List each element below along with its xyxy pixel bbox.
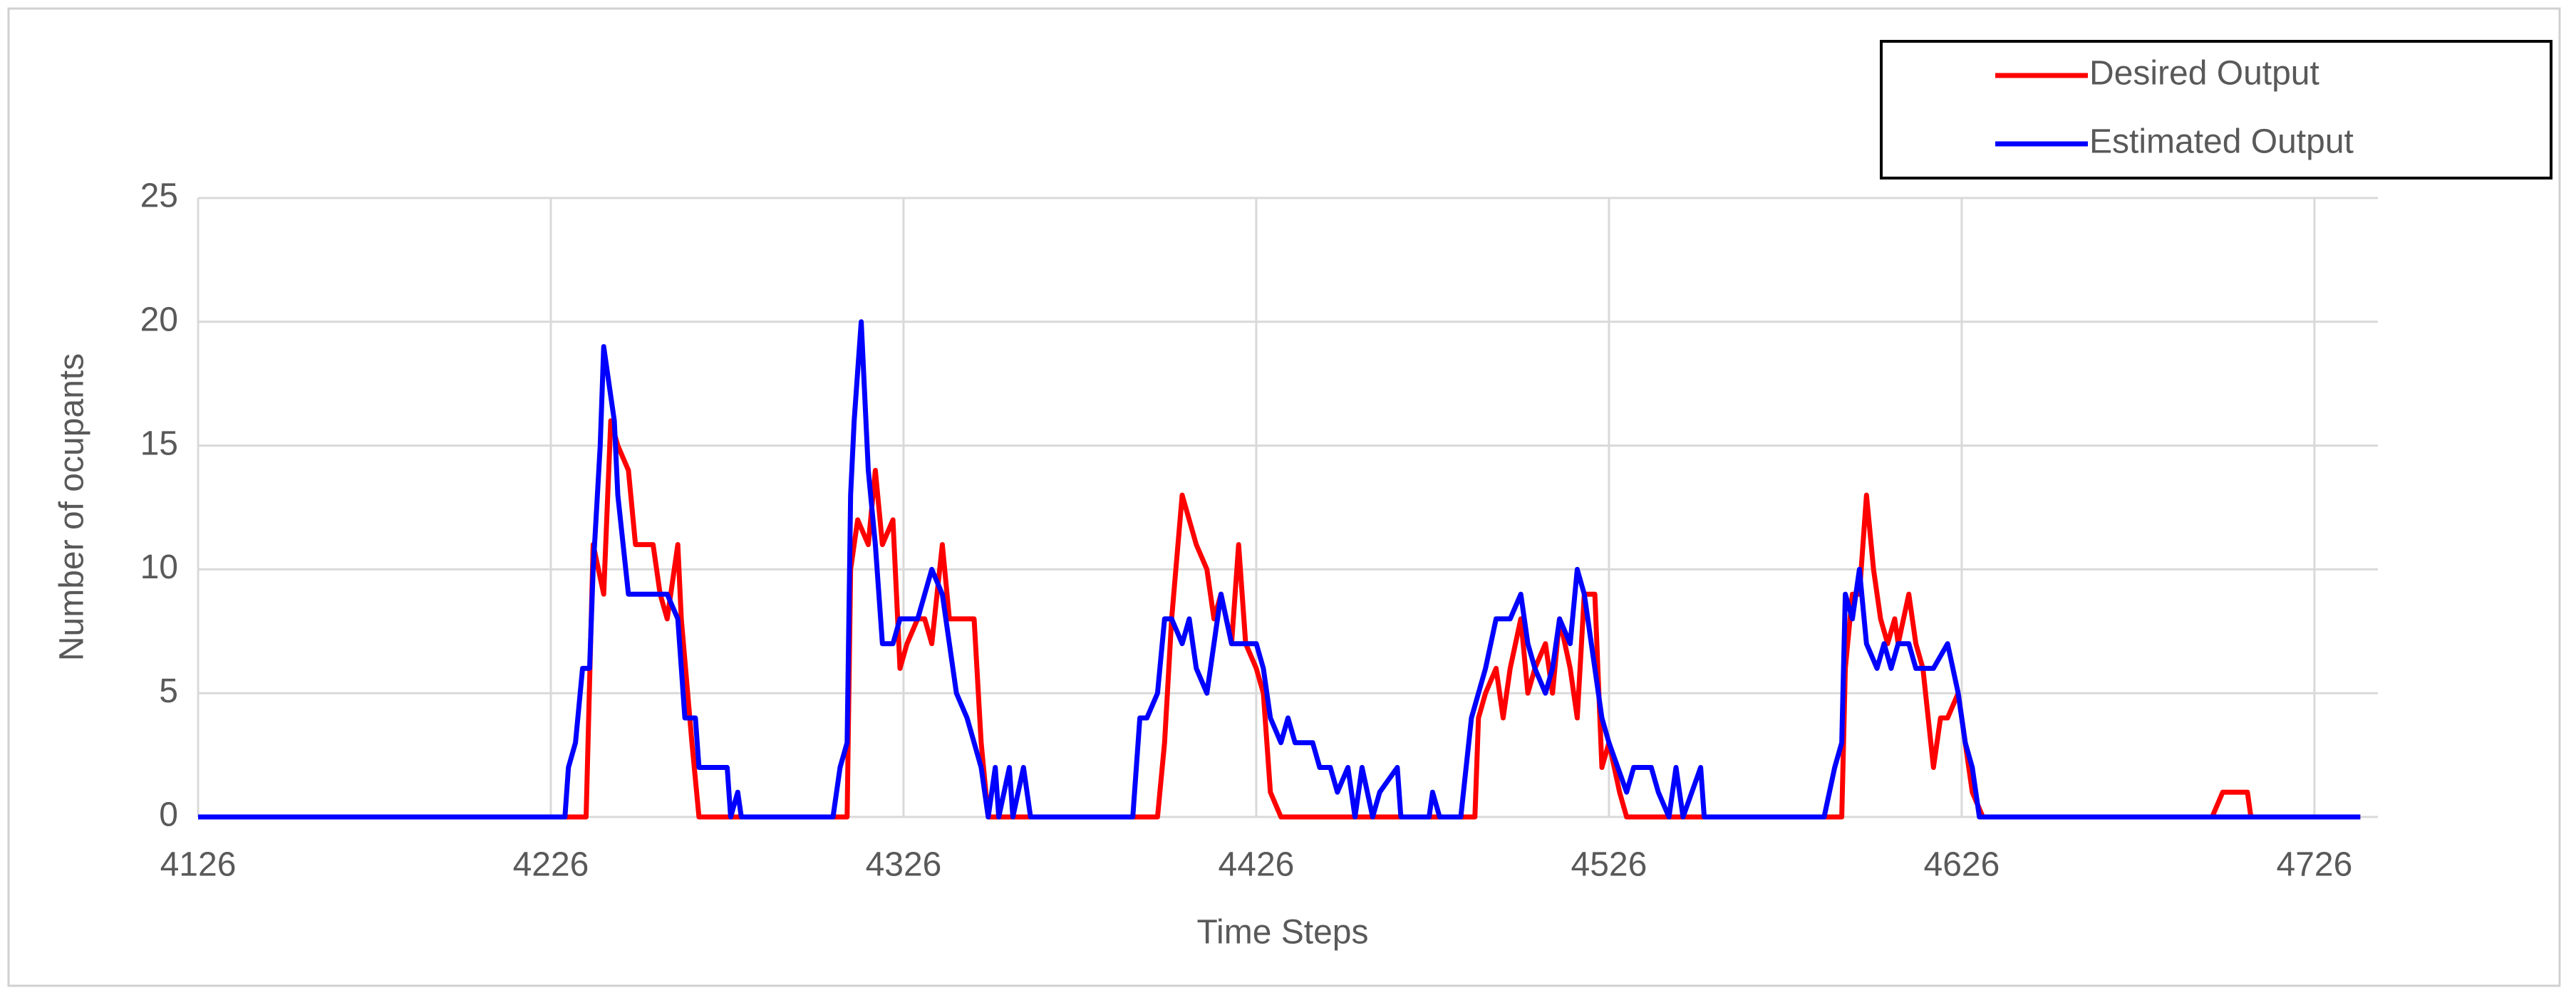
- legend: Desired Output Estimated Output: [1880, 40, 2552, 179]
- y-tick-label: 15: [140, 425, 178, 462]
- x-tick-label: 4126: [160, 846, 237, 884]
- x-tick-label: 4326: [866, 846, 942, 884]
- x-tick-label: 4226: [513, 846, 589, 884]
- x-tick-label: 4426: [1219, 846, 1295, 884]
- y-tick-label: 20: [140, 301, 178, 338]
- x-tick-label: 4526: [1571, 846, 1647, 884]
- y-tick-label: 10: [140, 548, 178, 586]
- legend-label: Desired Output: [2089, 55, 2319, 93]
- y-tick-label: 0: [159, 796, 178, 834]
- line-series: [198, 319, 2361, 820]
- x-axis-label: Time Steps: [1197, 914, 1369, 952]
- y-tick-label: 25: [140, 177, 178, 215]
- x-tick-label: 4626: [1924, 846, 2000, 884]
- legend-label: Estimated Output: [2089, 123, 2354, 161]
- y-tick-label: 5: [159, 672, 178, 710]
- x-tick-label: 4726: [2277, 846, 2353, 884]
- legend-box: [1880, 40, 2552, 179]
- y-axis-label: Number of ocupants: [53, 353, 91, 661]
